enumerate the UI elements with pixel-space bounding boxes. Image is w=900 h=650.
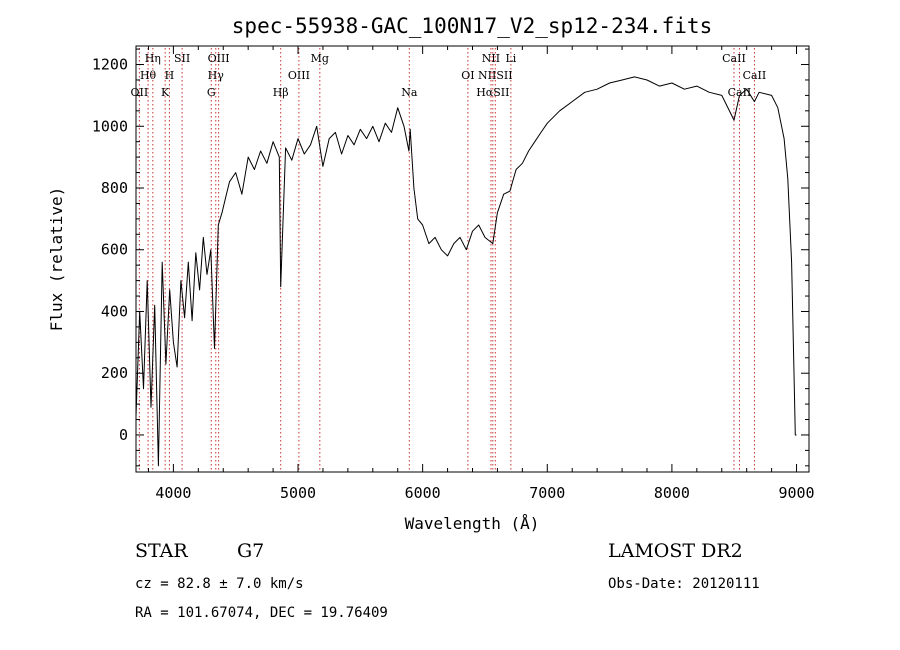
line-markers <box>138 48 755 472</box>
y-axis-label: Flux (relative) <box>47 187 66 332</box>
x-tick-label-4: 8000 <box>654 484 690 502</box>
line-label-16: G <box>207 86 216 99</box>
y-tick-label-6: 1200 <box>92 56 128 74</box>
coordinates: RA = 101.67074, DEC = 19.76409 <box>135 605 388 621</box>
line-label-19: HαSII <box>476 86 509 99</box>
redshift-cz: cz = 82.8 ± 7.0 km/s <box>135 576 304 592</box>
line-label-7: Hθ <box>140 69 157 82</box>
object-class: STAR <box>135 540 188 562</box>
line-label-3: Mg <box>311 52 329 65</box>
line-label-8: H <box>165 69 175 82</box>
line-label-17: Hβ <box>273 86 289 99</box>
line-label-9: Hγ <box>208 69 225 82</box>
spectrum-line <box>135 76 797 467</box>
line-label-13: CaII <box>743 69 767 82</box>
y-tick-label-4: 800 <box>101 179 128 197</box>
x-tick-label-1: 5000 <box>280 484 316 502</box>
observation-date: Obs-Date: 20120111 <box>608 576 760 592</box>
y-tick-label-5: 1000 <box>92 117 128 135</box>
x-tick-label-0: 4000 <box>155 484 191 502</box>
line-label-1: SII <box>174 52 190 65</box>
line-label-6: CaII <box>722 52 746 65</box>
y-tick-label-3: 600 <box>101 241 128 259</box>
x-tick-label-3: 7000 <box>529 484 565 502</box>
line-label-15: K <box>161 86 170 99</box>
line-label-14: OII <box>131 86 149 99</box>
line-label-4: NII <box>482 52 500 65</box>
line-label-5: Li <box>505 52 516 65</box>
line-label-2: OIII <box>208 52 230 65</box>
line-label-0: Hη <box>145 52 161 65</box>
plot-area <box>135 76 797 467</box>
x-tick-label-5: 9000 <box>778 484 814 502</box>
plot-frame <box>135 45 810 473</box>
y-axis-ticks: 0 200 400 600 800 1000 1200 <box>92 48 809 467</box>
line-label-12: NIISII <box>478 69 513 82</box>
x-axis-ticks: 4000 5000 6000 7000 8000 9000 <box>147 46 815 502</box>
line-label-11: OI <box>461 69 474 82</box>
y-tick-label-0: 0 <box>119 426 128 444</box>
x-axis-label: Wavelength (Å) <box>405 514 540 533</box>
line-label-20: CaII <box>728 86 752 99</box>
y-tick-label-1: 200 <box>101 364 128 382</box>
x-tick-label-2: 6000 <box>405 484 441 502</box>
survey-name: LAMOST DR2 <box>608 540 743 562</box>
object-subclass: G7 <box>237 540 265 562</box>
y-tick-label-2: 400 <box>101 302 128 320</box>
chart-title: spec-55938-GAC_100N17_V2_sp12-234.fits <box>232 14 712 38</box>
line-label-10: OIII <box>288 69 310 82</box>
line-label-18: Na <box>401 86 418 99</box>
